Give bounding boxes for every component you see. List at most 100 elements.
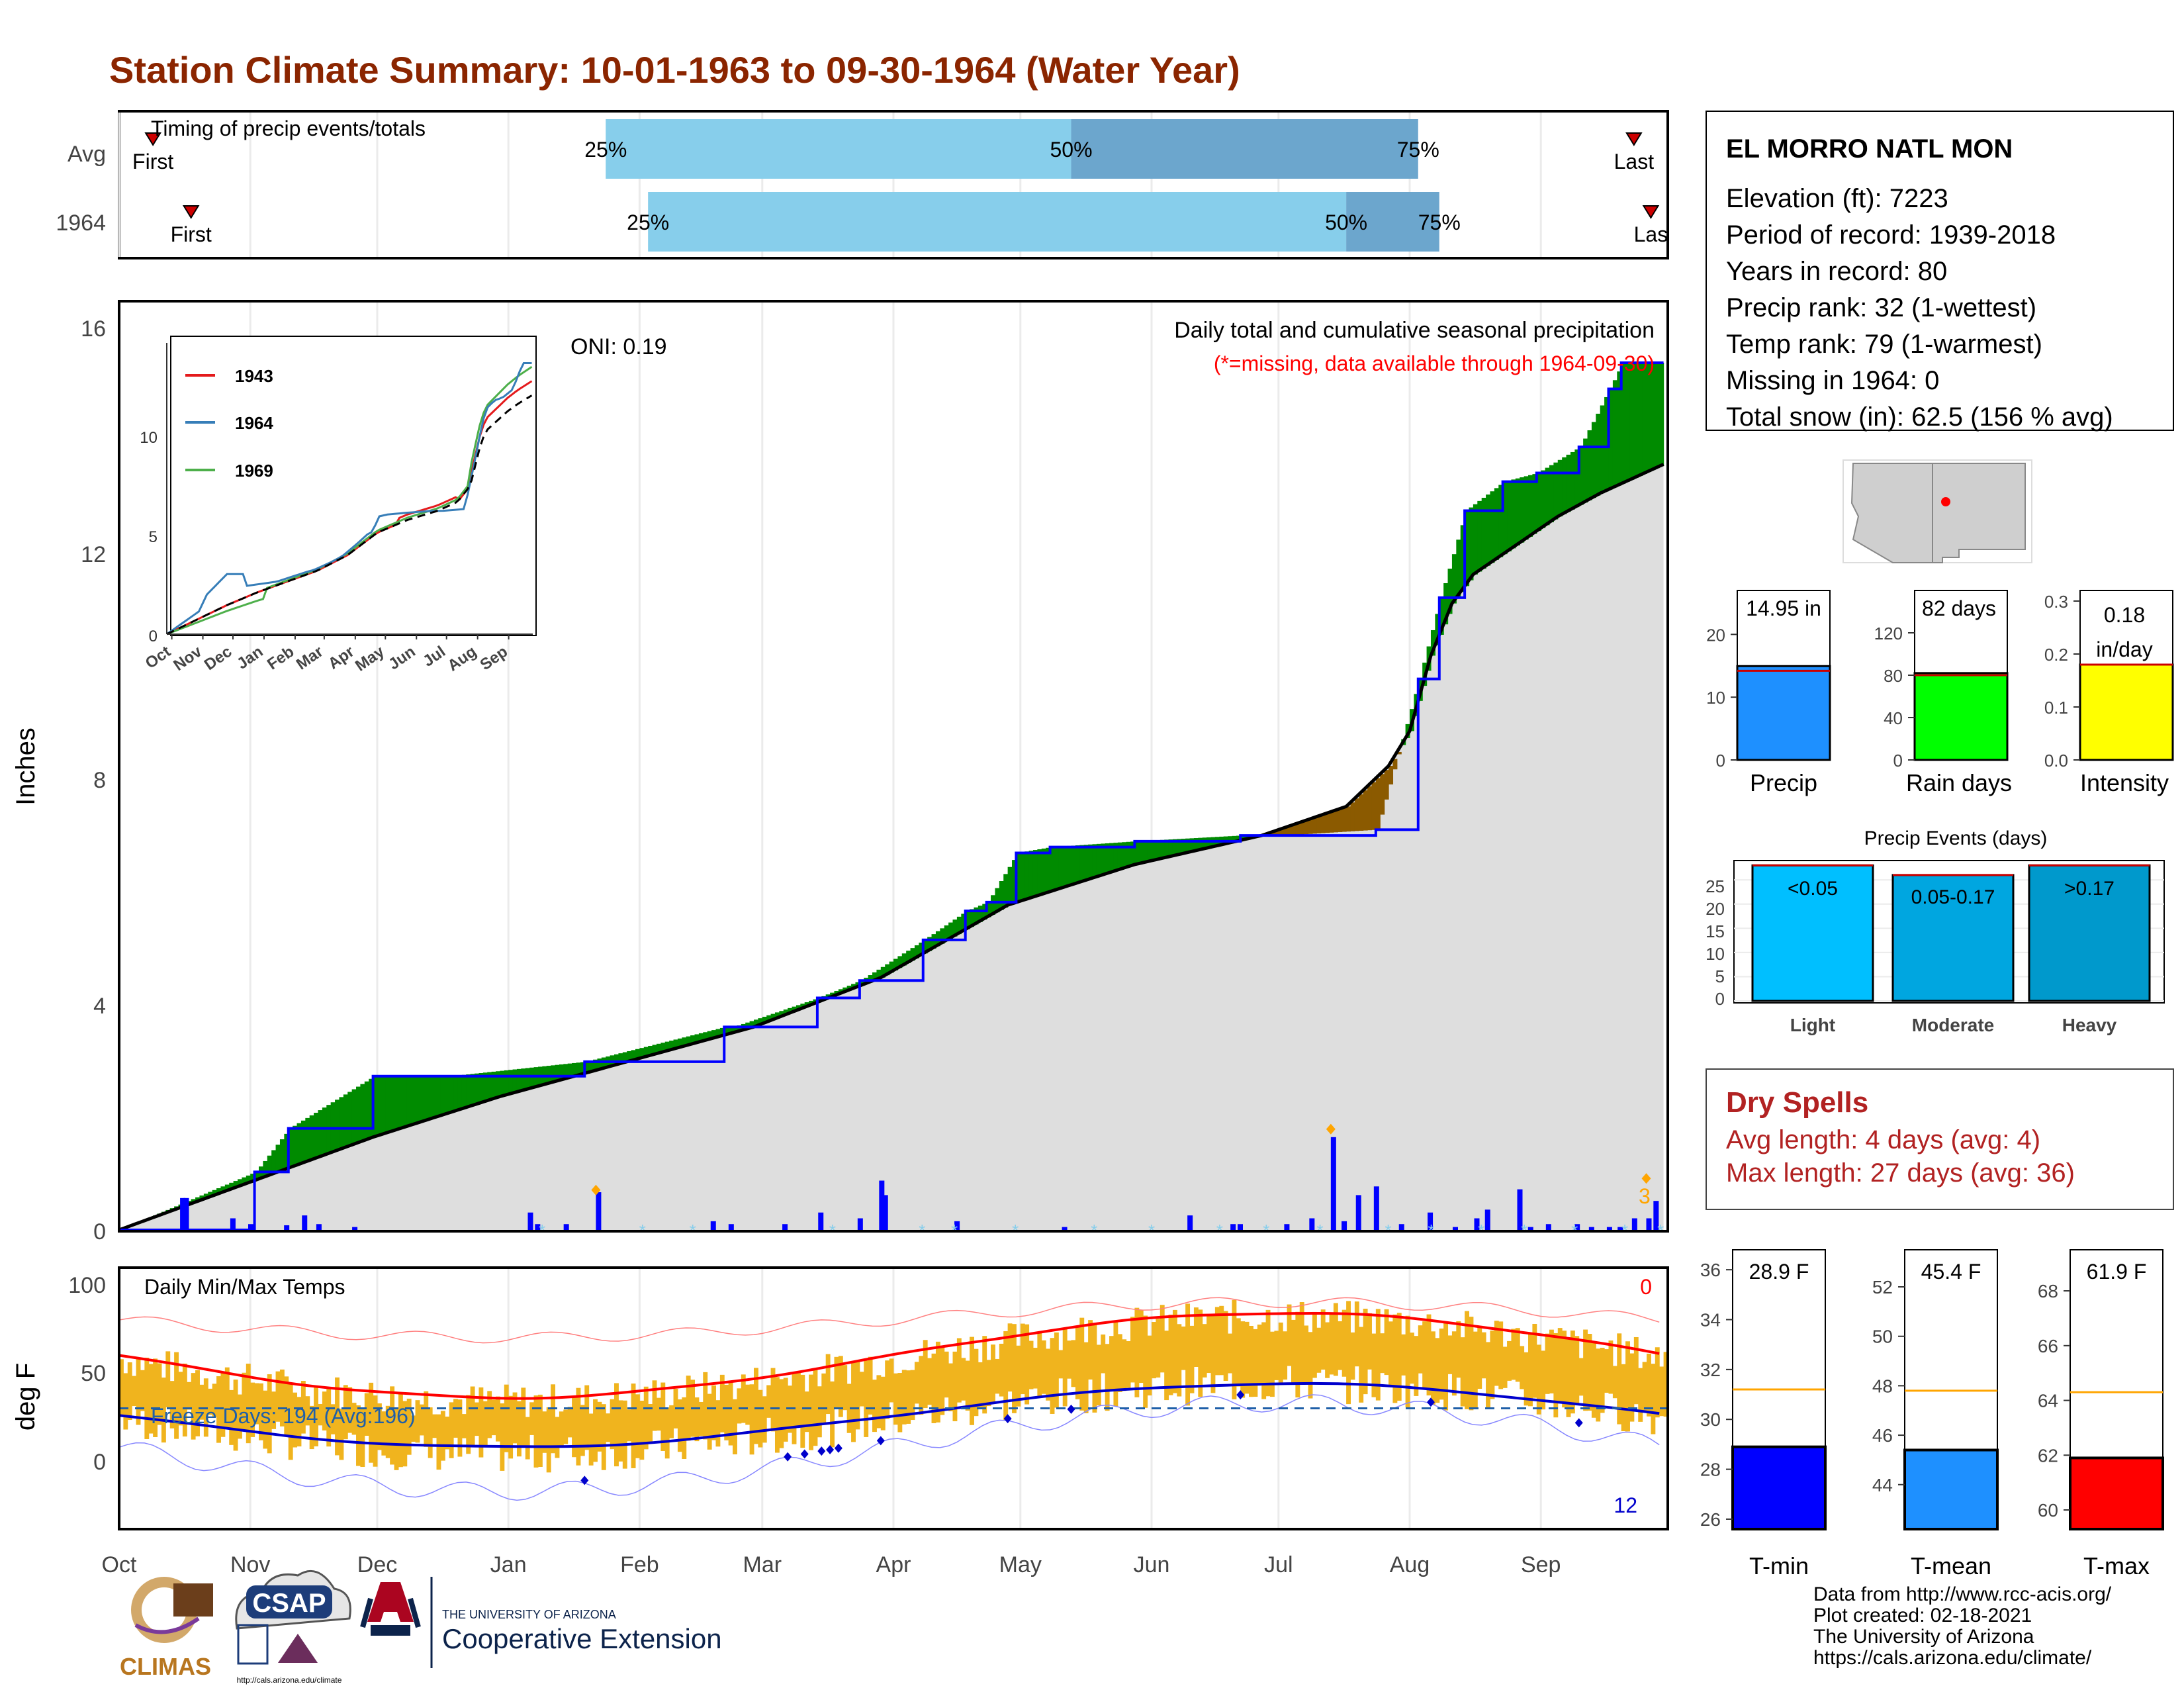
events-cat-moderate: Moderate (1912, 1015, 1994, 1035)
above-average-band (1037, 849, 1042, 896)
tbar-tick-label: 28 (1700, 1460, 1721, 1480)
above-average-band (1638, 363, 1643, 476)
daily-temp-range-bar (356, 1405, 361, 1466)
daily-temp-range-bar (643, 1386, 649, 1450)
below-average-band (1380, 774, 1385, 815)
above-average-band (965, 911, 970, 929)
record-low-marker (784, 1452, 792, 1462)
month-tick-label: Dec (357, 1552, 397, 1577)
daily-temp-range-bar (478, 1387, 484, 1458)
daily-temp-range-bar (1028, 1340, 1034, 1389)
tbar-tick-label: 64 (2038, 1391, 2058, 1411)
above-average-band (525, 1068, 530, 1090)
daily-temp-range-bar (622, 1400, 627, 1469)
events-ytick-25: 25 (1706, 876, 1725, 896)
station-location-marker (1941, 497, 1950, 506)
events-ytick-10: 10 (1706, 944, 1725, 964)
month-tick-label: Jul (1264, 1552, 1293, 1577)
above-average-band (1232, 835, 1237, 843)
timing-bar-50-75 (1071, 119, 1418, 179)
above-average-band (1460, 525, 1465, 592)
dry-spells-box: Dry Spells Avg length: 4 days (avg: 4) M… (1706, 1068, 2174, 1210)
daily-temp-range-bar (406, 1398, 412, 1455)
footer-line-2: Plot created: 02-18-2021 (1813, 1605, 2032, 1626)
daily-temp-range-bar (889, 1358, 894, 1403)
daily-temp-range-bar (754, 1368, 758, 1444)
above-average-band (783, 1009, 788, 1015)
daily-temp-range-bar (952, 1351, 958, 1422)
daily-precip-bar (183, 1197, 189, 1230)
daily-temp-range-bar (855, 1360, 860, 1430)
daily-temp-range-bar (1012, 1324, 1017, 1413)
timing-percent-label: 25% (584, 138, 627, 162)
above-average-band (576, 1062, 581, 1076)
above-average-band (601, 1057, 606, 1069)
above-average-band (1596, 413, 1601, 496)
above-average-band (1198, 837, 1203, 851)
daily-temp-range-bar (428, 1407, 433, 1458)
month-tick-label: Jan (490, 1552, 527, 1577)
daily-temp-range-bar (1481, 1332, 1486, 1379)
above-average-band (1202, 837, 1207, 849)
daily-temp-range-bar (627, 1409, 632, 1442)
above-average-band (991, 895, 996, 915)
tbar-tick-label: 66 (2038, 1336, 2058, 1356)
events-ytick-20: 20 (1706, 899, 1725, 919)
above-average-band (872, 972, 878, 981)
daily-temp-range-bar (961, 1358, 966, 1401)
daily-temp-range-bar (864, 1360, 869, 1437)
csap-url: http://cals.arizona.edu/climate (237, 1675, 342, 1685)
above-average-band (364, 1081, 369, 1141)
daily-temp-range-bar (136, 1358, 141, 1425)
daily-temp-range-bar (1096, 1344, 1101, 1406)
daily-temp-range-bar (533, 1395, 539, 1468)
footer-line-4: https://cals.arizona.edu/climate/ (1813, 1647, 2092, 1669)
above-average-band (1067, 845, 1072, 886)
above-average-band (1435, 614, 1440, 645)
daily-temp-range-bar (475, 1402, 479, 1436)
tbar-tick-label: 60 (2038, 1500, 2058, 1521)
daily-temp-range-bar (525, 1417, 530, 1460)
daily-temp-range-bar (656, 1397, 661, 1431)
above-average-band (1625, 363, 1631, 482)
daily-temp-range-bar (1532, 1323, 1537, 1398)
above-average-band (402, 1076, 408, 1128)
daily-temp-range-bar (1071, 1340, 1076, 1387)
daily-temp-range-bar (1210, 1315, 1216, 1393)
timing-marker-label: First (171, 222, 212, 246)
above-average-band (995, 888, 1000, 913)
daily-temp-range-bar (745, 1384, 751, 1425)
daily-temp-range-bar (927, 1358, 933, 1405)
below-average-band (1388, 766, 1394, 785)
above-average-band (246, 1175, 251, 1184)
above-average-band (724, 1027, 729, 1035)
above-average-band (1156, 840, 1161, 860)
below-average-band (1338, 809, 1343, 832)
tbar-value-bar (1731, 1445, 1827, 1530)
above-average-band (279, 1139, 285, 1172)
station-info-box: EL MORRO NATL MON Elevation (ft): 7223 P… (1706, 111, 2174, 432)
above-average-band (377, 1076, 382, 1136)
daily-temp-range-bar (1659, 1366, 1664, 1417)
daily-temp-range-bar (275, 1371, 281, 1422)
tbar-tick-label: 46 (1872, 1425, 1893, 1446)
daily-temp-range-bar (161, 1378, 166, 1443)
dry-spells-max: Max length: 27 days (avg: 36) (1726, 1158, 2075, 1188)
above-average-band (263, 1160, 268, 1178)
above-average-band (453, 1076, 459, 1111)
month-tick-label: Aug (1390, 1552, 1430, 1577)
above-average-band (914, 945, 919, 959)
inset-ytick-10: 10 (140, 429, 158, 447)
daily-precip-bar (1330, 1137, 1336, 1230)
above-average-band (1134, 841, 1140, 865)
above-average-band (1659, 363, 1664, 467)
daily-temp-range-bar (948, 1363, 954, 1411)
above-average-band (1130, 841, 1136, 867)
daily-temp-range-bar (1388, 1321, 1393, 1386)
daily-temp-range-bar (326, 1387, 332, 1447)
record-max-temp-line (118, 1297, 1660, 1344)
daily-temp-range-bar (1287, 1304, 1292, 1366)
above-average-band (508, 1070, 514, 1094)
above-average-band (212, 1190, 217, 1196)
station-period: Period of record: 1939-2018 (1726, 220, 2056, 250)
